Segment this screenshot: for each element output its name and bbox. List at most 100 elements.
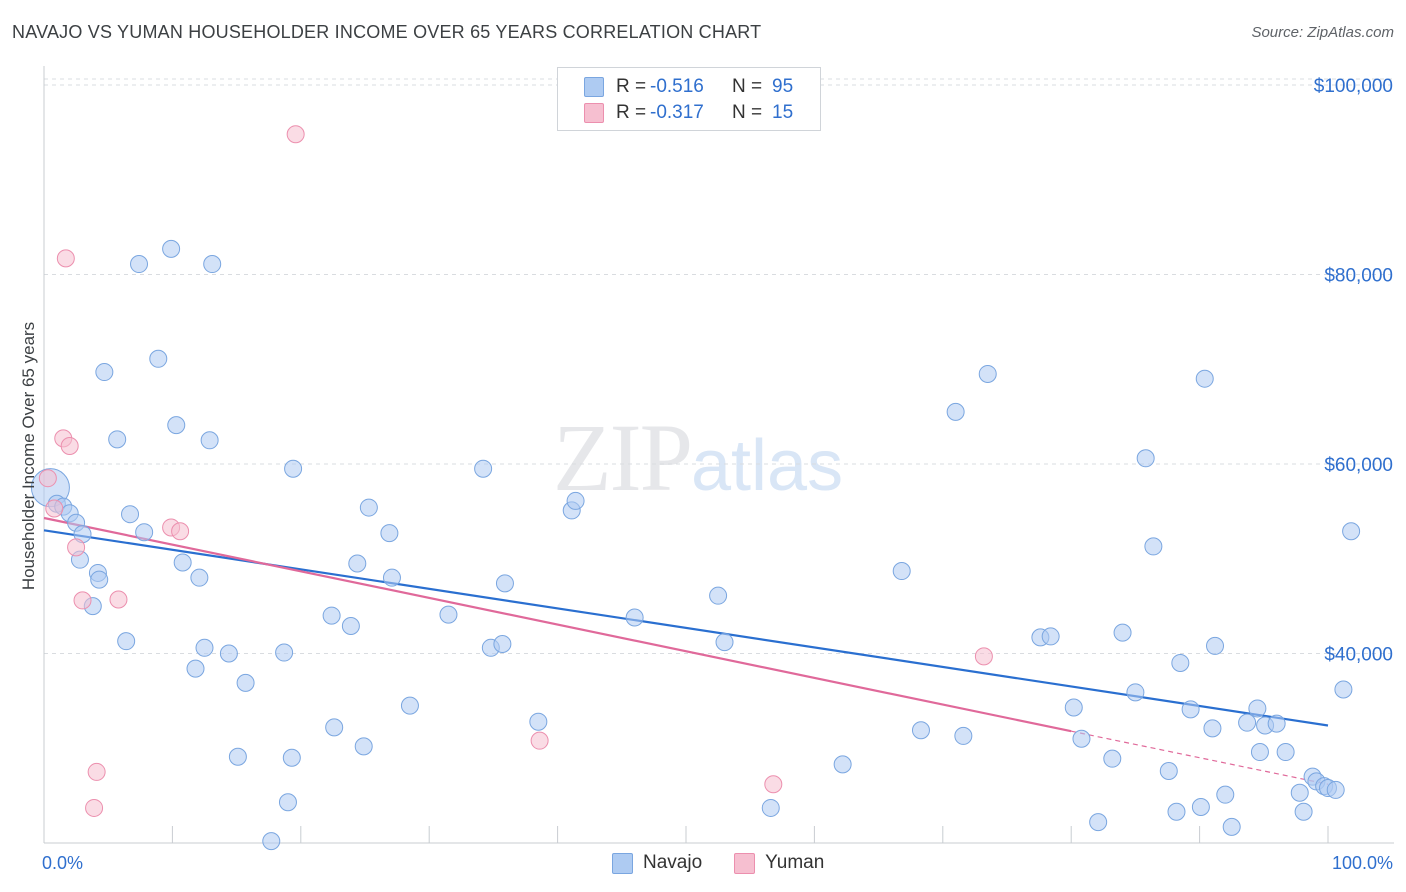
x-tick-label: 100.0% — [1332, 853, 1393, 873]
navajo-point — [195, 638, 214, 657]
navajo-point — [911, 721, 930, 740]
yuman-point — [286, 125, 305, 144]
navajo-point — [1041, 627, 1060, 646]
n-label: N = — [732, 76, 763, 97]
r-label: R = — [616, 102, 647, 123]
navajo-point — [167, 416, 186, 435]
navajo-point — [121, 505, 140, 524]
navajo-point — [1267, 714, 1286, 733]
yuman-point — [38, 469, 57, 488]
navajo-point — [1103, 749, 1122, 768]
navajo-point — [1195, 369, 1214, 388]
yuman-point — [73, 591, 92, 610]
legend-item-navajo[interactable]: Navajo — [612, 852, 702, 874]
yuman-point — [45, 499, 64, 518]
navajo-point — [325, 718, 344, 737]
navajo-point — [149, 349, 168, 368]
navajo-point — [1250, 743, 1269, 762]
navajo-point — [892, 562, 911, 581]
navajo-point — [228, 747, 247, 766]
navajo-point — [1159, 761, 1178, 780]
navajo-point — [1181, 700, 1200, 719]
navajo-point — [95, 363, 114, 382]
navajo-point — [236, 673, 255, 692]
navajo-point — [833, 755, 852, 774]
navajo-point — [203, 255, 222, 274]
navajo-point — [439, 605, 458, 624]
navajo-point — [566, 491, 585, 510]
navajo-point — [162, 239, 181, 258]
n-value: 15 — [772, 102, 794, 123]
r-value: -0.317 — [650, 102, 704, 123]
navajo-point — [186, 659, 205, 678]
navajo-point — [380, 524, 399, 543]
navajo-point — [529, 712, 548, 731]
yuman-point — [67, 538, 86, 557]
navajo-point — [1113, 623, 1132, 642]
x-tick-label: 0.0% — [42, 853, 83, 873]
navajo-point — [1136, 449, 1155, 468]
n-value: 95 — [772, 76, 794, 97]
legend-label-navajo: Navajo — [643, 852, 703, 873]
yuman-point — [974, 647, 993, 666]
yuman-point — [109, 590, 128, 609]
yuman-swatch — [734, 852, 756, 874]
navajo-point — [1334, 680, 1353, 699]
yuman-point — [87, 762, 106, 781]
navajo-point — [219, 644, 238, 663]
yuman-point — [60, 436, 79, 455]
navajo-point — [262, 832, 281, 851]
navajo-point — [1144, 537, 1163, 556]
navajo-point — [946, 402, 965, 421]
r-label: R = — [616, 76, 647, 97]
yuman-point — [530, 731, 549, 750]
r-value: -0.516 — [650, 76, 704, 97]
series-legend: Navajo Yuman — [612, 852, 856, 874]
yuman-point — [171, 522, 190, 541]
navajo-point — [284, 459, 303, 478]
navajo-point — [135, 523, 154, 542]
navajo-point — [1191, 797, 1210, 816]
y-tick-label: $40,000 — [1324, 644, 1393, 665]
navajo-point — [341, 617, 360, 636]
navajo-point — [278, 793, 297, 812]
navajo-point — [1171, 653, 1190, 672]
grid-layer — [44, 78, 1394, 654]
y-tick-label: $80,000 — [1324, 265, 1393, 286]
navajo-point — [1222, 817, 1241, 836]
navajo-point — [761, 798, 780, 817]
legend-item-yuman[interactable]: Yuman — [734, 852, 824, 874]
navajo-point — [130, 255, 149, 274]
navajo-point — [348, 554, 367, 573]
navajo-point — [190, 568, 209, 587]
yuman-point — [764, 775, 783, 794]
navajo-point — [1216, 785, 1235, 804]
legend-row-navajo: R = -0.516 N = 95 — [584, 74, 793, 100]
navajo-point — [715, 633, 734, 652]
navajo-point — [1072, 729, 1091, 748]
navajo-point — [1064, 698, 1083, 717]
axis-layer — [43, 66, 1394, 844]
navajo-point — [954, 726, 973, 745]
navajo-point — [474, 459, 493, 478]
navajo-point — [117, 632, 136, 651]
navajo-point — [354, 737, 373, 756]
source-label: Source: ZipAtlas.com — [1251, 24, 1394, 41]
correlation-legend: R = -0.516 N = 95 R = -0.317 N = 15 — [557, 67, 821, 131]
navajo-point — [1126, 683, 1145, 702]
navajo-point — [625, 608, 644, 627]
data-points — [30, 125, 1361, 851]
yuman-point — [85, 798, 104, 817]
navajo-point — [709, 586, 728, 605]
navajo-point — [382, 568, 401, 587]
navajo-point — [322, 606, 341, 625]
navajo-point — [1294, 802, 1313, 821]
navajo-point — [1206, 636, 1225, 655]
tick-labels: $40,000 $60,000 $80,000 $100,000 0.0% 100.0% H… — [19, 76, 1393, 873]
yuman-trend-extension — [1071, 730, 1329, 785]
navajo-point — [1203, 719, 1222, 738]
navajo-point — [90, 570, 109, 589]
navajo-point — [1167, 802, 1186, 821]
trend-lines — [43, 516, 1329, 785]
